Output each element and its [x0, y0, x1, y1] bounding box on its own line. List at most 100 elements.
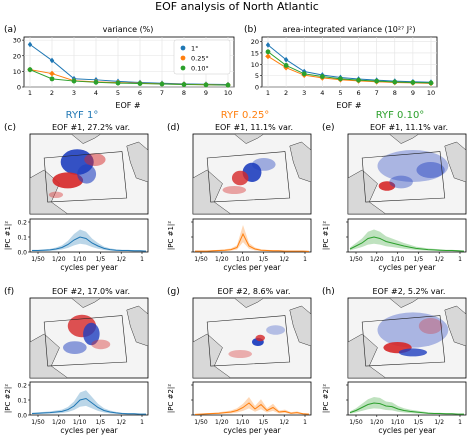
xtick-label: 9 [411, 89, 415, 97]
map-panel-f: (f) EOF #2, 17.0% var. 0.0 0.1 0.2 1/50 1/20 1/… [4, 287, 149, 435]
spectrum-xtick-label: 1/10 [236, 419, 250, 426]
spectrum-xtick-label: 1/2 [116, 256, 126, 263]
data-point [283, 56, 289, 63]
panel-a-variance: (a) variance (%) 0 10 20 30 1 2 3 4 5 6 7 8 9 10 1° 0.2… [4, 25, 235, 110]
land-europe [444, 305, 466, 347]
eof-anomaly [63, 341, 87, 354]
column-header-ryf025: RYF 0.25° [221, 110, 270, 121]
spectrum-xtick-label: 1/5 [259, 419, 269, 426]
xtick-label: 6 [356, 89, 360, 97]
spectrum-xtick-label: 1 [458, 419, 462, 426]
spectrum-ytick-label: 0.1 [17, 234, 27, 241]
data-point [265, 49, 271, 55]
xtick-label: 3 [302, 89, 306, 97]
spectrum-xtick-label: 1/20 [370, 256, 384, 263]
spectrum-xtick-label: 1/10 [391, 419, 405, 426]
region-outline [43, 315, 128, 367]
data-point [93, 79, 99, 85]
spectrum-xtick-label: 1/10 [391, 256, 405, 263]
spectrum-ytick-label: 0.0 [17, 412, 27, 419]
data-point [27, 41, 33, 48]
ytick-label: 0 [17, 84, 21, 92]
spectrum-xtick-label: 1/2 [434, 256, 444, 263]
data-point [137, 81, 143, 86]
spectrum-xlabel: cycles per year [223, 426, 281, 435]
map-title: EOF #1, 11.1% var. [215, 123, 293, 132]
eof-anomaly [48, 191, 64, 198]
data-point [49, 70, 55, 77]
spectrum-ytick-label: 0.2 [17, 382, 27, 389]
ytick-label: 20 [13, 52, 21, 60]
spectrum-xlabel: cycles per year [378, 263, 436, 272]
land-greenland [70, 134, 102, 144]
land-europe [289, 305, 311, 347]
region-outline [361, 315, 446, 367]
xtick-label: 4 [94, 89, 98, 97]
xtick-label: 1 [266, 89, 270, 97]
spectrum-xtick-label: 1/50 [31, 419, 45, 426]
map-panel-label: (d) [167, 123, 180, 133]
spectrum-xtick-label: 1/10 [73, 256, 87, 263]
xtick-label: 8 [182, 89, 186, 97]
ytick-label: 5 [255, 72, 259, 80]
data-point [356, 77, 361, 83]
data-point [159, 81, 165, 87]
series-line-2 [267, 51, 432, 84]
map-panel-g: (g) EOF #2, 8.6% var. 1/50 1/20 1/10 1/5 1/2 1 c… [167, 287, 312, 435]
spectrum-confidence-band [195, 225, 309, 252]
panel-b-xlabel: EOF # [336, 101, 361, 110]
spectrum-line [349, 236, 465, 252]
spectrum-xtick-label: 1/2 [434, 419, 444, 426]
legend-marker [180, 55, 186, 61]
eof-anomaly [255, 334, 265, 342]
map-panel-label: (f) [4, 287, 14, 297]
spectrum-xtick-label: 1/20 [370, 419, 384, 426]
eof-anomaly [416, 162, 445, 178]
xtick-label: 9 [204, 89, 208, 97]
data-point [225, 82, 231, 88]
spectrum-xtick-label: 1/50 [31, 256, 45, 263]
map-content [30, 298, 148, 378]
data-point [49, 76, 55, 82]
data-point [181, 82, 187, 87]
data-point [319, 74, 325, 79]
data-point [203, 82, 209, 88]
land-europe [126, 305, 148, 347]
land-europe [126, 141, 148, 183]
data-point [265, 53, 271, 60]
xtick-label: 6 [138, 89, 142, 97]
spectrum-xtick-label: 1/2 [116, 419, 126, 426]
spectrum-line [31, 397, 146, 415]
spectrum-xtick-label: 1 [303, 419, 307, 426]
eof-anomaly [77, 164, 97, 184]
region-outline [43, 151, 128, 203]
data-point [428, 80, 434, 86]
land-greenland [233, 298, 265, 308]
eof-anomaly [266, 325, 286, 335]
xtick-label: 10 [427, 89, 435, 97]
eof-anomaly [52, 172, 84, 189]
eof-anomaly [222, 186, 247, 194]
spectrum-line [195, 232, 310, 252]
spectrum-xtick-label: 1/50 [194, 256, 208, 263]
map-panel-label: (e) [322, 123, 335, 133]
map-title: EOF #2, 17.0% var. [52, 287, 130, 296]
xtick-label: 3 [72, 89, 76, 97]
spectrum-line [194, 402, 310, 415]
map-panel-e: (e) EOF #1, 11.1% var. 1/50 1/20 1/10 1/5 1/2 1… [322, 123, 467, 272]
data-point [49, 57, 55, 64]
series-line-0 [267, 44, 432, 83]
land-greenland [388, 298, 420, 308]
map-panel-label: (c) [4, 123, 16, 133]
spectrum-axes [29, 381, 149, 416]
panel-a-xlabel: EOF # [115, 101, 140, 110]
eof-anomaly [231, 170, 249, 186]
ytick-label: 10 [13, 68, 21, 76]
spectrum-xtick-label: 1/2 [279, 419, 289, 426]
land-greenland [70, 298, 102, 308]
spectrum-xtick-label: 1/10 [236, 256, 250, 263]
spectrum-axes [192, 381, 312, 416]
data-point [115, 80, 121, 86]
eof-anomaly [377, 312, 449, 348]
column-header-ryf010: RYF 0.10° [376, 110, 425, 121]
